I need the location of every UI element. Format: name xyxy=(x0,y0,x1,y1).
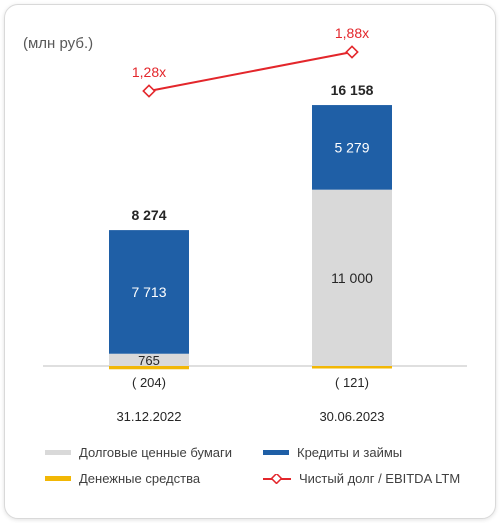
chart-card: (млн руб.) 765 7 713 8 274 ( 204) 31.12.2022… xyxy=(4,4,496,519)
net-debt-ebitda-point-1 xyxy=(345,45,359,59)
legend-swatch-loans xyxy=(263,450,289,455)
category-label-1: 30.06.2023 xyxy=(319,409,384,424)
legend-label-net-debt-ebitda: Чистый долг / EBITDA LTM xyxy=(299,471,461,486)
net-debt-ebitda-label-0: 1,28x xyxy=(132,64,166,80)
legend-item-cash: Денежные средства xyxy=(45,471,200,486)
legend-item-debt-securities: Долговые ценные бумаги xyxy=(45,445,232,460)
legend-label-debt-securities: Долговые ценные бумаги xyxy=(79,445,233,460)
legend-swatch-net-debt-ebitda xyxy=(263,473,291,484)
label-debt-securities-0: 765 xyxy=(138,353,160,368)
legend-label-cash: Денежные средства xyxy=(79,471,201,486)
label-total-0: 8 274 xyxy=(131,207,166,223)
legend-item-loans: Кредиты и займы xyxy=(263,445,402,460)
chart-area: 765 7 713 8 274 ( 204) 31.12.2022 11 000 5 279… xyxy=(43,25,467,424)
bar-cash-1 xyxy=(312,366,392,369)
net-debt-ebitda-point-0 xyxy=(142,84,156,98)
bar-cash-0 xyxy=(109,366,189,370)
label-loans-1: 5 279 xyxy=(334,139,369,155)
legend: Долговые ценные бумаги Кредиты и займы Д… xyxy=(45,445,485,505)
legend-swatch-cash xyxy=(45,476,71,481)
label-debt-securities-1: 11 000 xyxy=(331,270,373,286)
label-cash-1: ( 121) xyxy=(335,375,369,390)
bar-loans-0 xyxy=(109,230,189,354)
net-debt-ebitda-line xyxy=(148,51,353,92)
unit-label: (млн руб.) xyxy=(23,35,94,52)
legend-item-net-debt-ebitda: Чистый долг / EBITDA LTM xyxy=(263,471,460,486)
category-label-0: 31.12.2022 xyxy=(116,409,181,424)
bar-loans-1 xyxy=(312,105,392,190)
label-loans-0: 7 713 xyxy=(131,284,166,300)
bar-debt-securities-0 xyxy=(109,353,189,366)
legend-label-loans: Кредиты и займы xyxy=(297,445,403,460)
legend-swatch-debt-securities xyxy=(45,450,71,455)
label-total-1: 16 158 xyxy=(331,82,374,98)
net-debt-ebitda-label-1: 1,88x xyxy=(335,25,369,41)
label-cash-0: ( 204) xyxy=(132,375,166,390)
bar-debt-securities-1 xyxy=(312,189,392,366)
